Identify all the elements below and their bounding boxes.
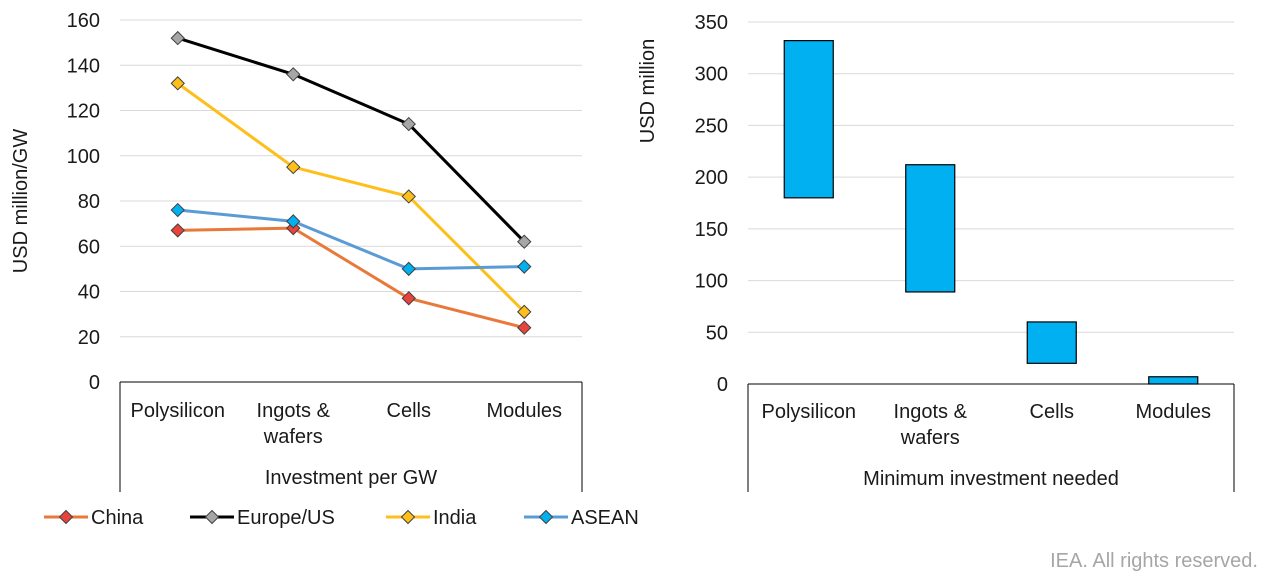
data-point-europe-us	[401, 116, 416, 132]
y-tick-label: 200	[695, 167, 728, 189]
y-tick-label: 150	[695, 219, 728, 241]
y-axis-title: USD million	[637, 39, 659, 143]
footer-credit: IEA. All rights reserved.	[1050, 550, 1258, 572]
legend-item-india: India	[386, 507, 477, 529]
data-point-india	[170, 76, 185, 91]
x-tick-label: wafers	[900, 427, 960, 449]
legend-marker	[400, 509, 416, 525]
data-point-china	[517, 320, 532, 335]
y-tick-label: 50	[706, 322, 728, 344]
series-europe-us	[170, 30, 532, 249]
bar-ingots-wafers	[905, 164, 956, 293]
y-tick-label: 350	[695, 12, 728, 34]
legend-label: China	[91, 507, 144, 529]
y-tick-label: 80	[78, 191, 100, 213]
y-axis-title: USD million/GW	[10, 129, 32, 274]
data-point-india	[286, 159, 301, 175]
series-line-asean	[177, 208, 525, 271]
x-tick-label: Modules	[486, 400, 562, 422]
y-tick-label: 20	[78, 327, 100, 349]
bar-polysilicon	[783, 40, 834, 199]
y-tick-label: 160	[67, 10, 100, 32]
series-india	[170, 76, 532, 320]
left-line-chart: 0 20 40 60 80 100 120 140 160 Polysilicon Ingots &…	[10, 10, 583, 492]
x-axis-title: Minimum investment needed	[863, 468, 1119, 490]
y-tick-label: 0	[89, 372, 100, 394]
legend: China Europe/US India ASEAN	[44, 507, 639, 529]
legend-item-china: China	[44, 507, 144, 529]
x-tick-label: Ingots &	[257, 400, 331, 422]
data-point-asean	[401, 261, 416, 277]
y-tick-label: 100	[695, 271, 728, 293]
series-china	[170, 220, 532, 335]
y-tick-label: 0	[717, 374, 728, 396]
x-tick-label: Polysilicon	[762, 401, 856, 423]
data-point-china	[401, 291, 416, 306]
bar-modules	[1148, 376, 1199, 385]
x-tick-label: Ingots &	[894, 401, 968, 423]
y-tick-label: 140	[67, 55, 100, 77]
data-point-india	[401, 189, 416, 204]
legend-item-europe-us: Europe/US	[190, 507, 335, 529]
data-point-china	[170, 223, 185, 238]
y-tick-label: 300	[695, 64, 728, 86]
legend-marker	[204, 509, 220, 525]
x-tick-label: Modules	[1135, 401, 1211, 423]
series-line-europe-us	[177, 36, 526, 243]
x-tick-label: Polysilicon	[131, 400, 225, 422]
data-point-asean	[286, 214, 301, 229]
series-line-china	[177, 226, 525, 330]
data-point-asean	[517, 259, 532, 274]
right-bar-chart: 0 50 100 150 200 250 300 350 Polysilicon Ingots &…	[637, 12, 1235, 492]
x-tick-label: Cells	[387, 400, 431, 422]
x-tick-label: Cells	[1030, 401, 1074, 423]
bar-cells	[1026, 321, 1077, 364]
legend-label: Europe/US	[237, 507, 335, 529]
data-point-europe-us	[170, 30, 185, 46]
legend-marker	[538, 509, 554, 525]
data-point-europe-us	[286, 67, 301, 82]
data-point-india	[517, 304, 532, 320]
y-tick-label: 120	[67, 101, 100, 123]
legend-label: ASEAN	[571, 507, 639, 529]
legend-label: India	[433, 507, 477, 529]
data-point-europe-us	[517, 234, 532, 249]
legend-item-asean: ASEAN	[524, 507, 639, 529]
data-point-asean	[170, 202, 185, 218]
y-tick-label: 100	[67, 146, 100, 168]
x-axis-title: Investment per GW	[265, 467, 437, 489]
series-asean	[170, 202, 532, 277]
series-line-india	[176, 82, 526, 313]
legend-marker	[58, 509, 74, 525]
x-tick-label: wafers	[263, 426, 323, 448]
y-tick-label: 40	[78, 282, 100, 304]
y-tick-label: 60	[78, 236, 100, 258]
y-tick-label: 250	[695, 115, 728, 137]
